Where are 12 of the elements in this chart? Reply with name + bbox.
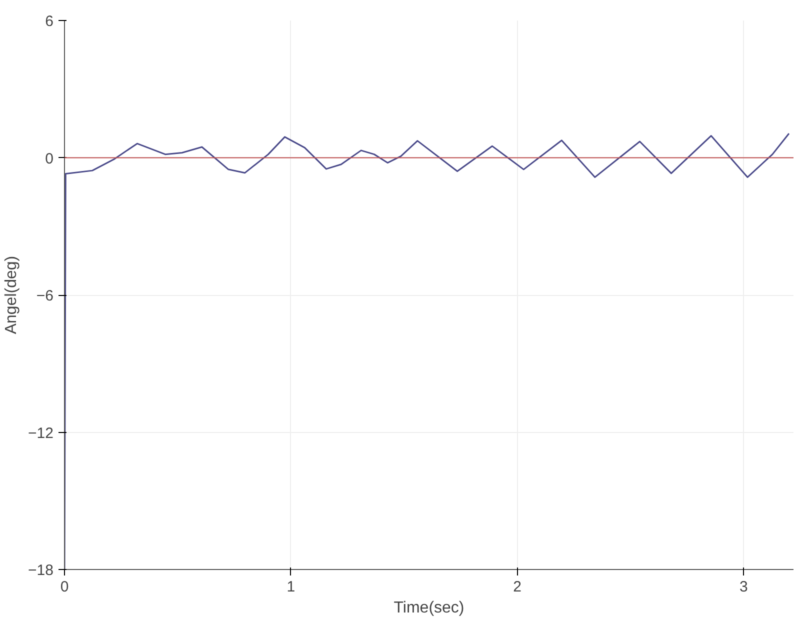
y-tick-label: 6 — [45, 13, 54, 30]
line-series — [64, 132, 790, 570]
y-axis-title: Angel(deg) — [3, 256, 20, 334]
x-tick-label: 1 — [286, 578, 296, 596]
x-tick-label: 0 — [60, 578, 69, 596]
x-axis-title: Time(sec) — [394, 600, 464, 616]
y-tick-label: −18 — [28, 562, 54, 579]
y-tick-label: −6 — [36, 288, 54, 304]
y-tick-label: 0 — [45, 150, 54, 168]
x-tick-label: 2 — [513, 578, 522, 596]
x-tick-label: 3 — [740, 578, 748, 596]
y-tick-label: −12 — [28, 424, 54, 442]
